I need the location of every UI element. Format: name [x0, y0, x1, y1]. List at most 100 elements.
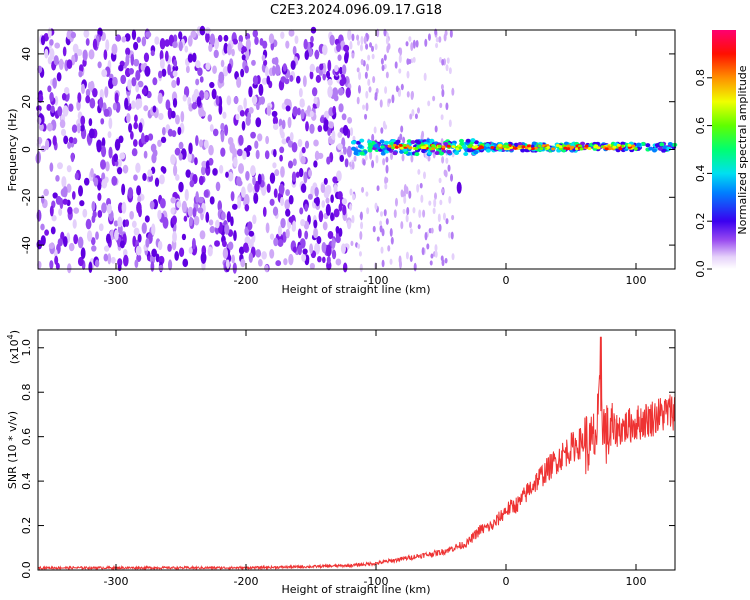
y-tick-label: 0.4	[20, 472, 33, 490]
spectrogram-cell	[241, 54, 246, 61]
spectrogram-cell	[309, 123, 315, 134]
spectrogram-cell	[120, 74, 127, 85]
spectrogram-cell	[58, 208, 63, 216]
spectrogram-cell	[107, 131, 112, 139]
y-tick-label: 0.8	[20, 383, 33, 401]
spectrogram-cell	[55, 195, 62, 205]
snr-x-ticks: -300 -200 -100 0 100	[104, 330, 647, 588]
spectrogram-cell	[79, 200, 85, 207]
spectrogram-cell	[253, 192, 259, 204]
spectrogram-cell	[130, 53, 135, 66]
spectrogram-cell	[274, 169, 280, 177]
spectrogram-cell	[315, 74, 322, 83]
spectrogram-cell	[593, 145, 598, 149]
spectrogram-cell	[196, 96, 202, 107]
x-tick-label: -300	[104, 274, 129, 287]
spectrogram-cell	[221, 240, 227, 248]
spectrogram-cell	[384, 86, 388, 94]
spectrogram-cell	[64, 87, 70, 95]
spectrogram-cell	[257, 133, 263, 142]
spectrogram-cell	[633, 147, 638, 151]
spectrogram-cell	[191, 103, 198, 110]
spectrogram-cell	[211, 88, 217, 100]
spectrogram-cell	[212, 65, 217, 75]
spectrogram-cell	[208, 43, 213, 52]
spectrogram-cell	[125, 47, 131, 56]
spectrogram-cell	[174, 147, 181, 156]
colorbar-tick-label: 0.0	[694, 260, 707, 278]
spectrogram-cell	[257, 173, 262, 185]
spectrogram-cell	[57, 106, 63, 117]
spectrogram-cell	[225, 259, 230, 269]
spectrogram-cell	[203, 91, 209, 100]
spectrogram-cell	[445, 157, 449, 164]
spectrogram-cell	[175, 174, 180, 181]
spectrogram-cell	[157, 240, 163, 251]
spectrogram-cell	[233, 230, 237, 242]
spectrogram-cell	[359, 211, 363, 221]
spectrogram-cell	[426, 243, 430, 250]
spectrogram-cell	[137, 233, 142, 243]
spectrogram-cell	[370, 45, 374, 52]
spectrogram-cell	[484, 143, 490, 148]
spectrogram-cell	[147, 169, 153, 177]
spectrogram-cell	[438, 56, 442, 63]
spectrogram-cell	[222, 111, 227, 119]
spectrogram-cell	[578, 144, 583, 148]
spectrogram-cell	[284, 98, 290, 106]
spectrogram-cell	[53, 55, 59, 66]
spectrogram-cell	[389, 258, 393, 265]
spectrogram-cell	[445, 218, 449, 225]
spectrogram-cell	[443, 33, 447, 42]
spectrogram-cell	[252, 29, 259, 38]
spectrogram-cell	[438, 151, 444, 156]
spectrogram-cell	[223, 42, 229, 54]
spectrogram-cell	[310, 35, 314, 43]
spectrogram-cell	[118, 135, 124, 144]
spectrogram-cell	[231, 254, 235, 264]
spectrogram-cell	[264, 150, 270, 160]
spectrogram-cell	[356, 67, 360, 73]
spectrogram-cell	[209, 124, 214, 132]
spectrogram-cell	[288, 195, 294, 205]
spectrogram-cell	[373, 143, 379, 148]
spectrogram-cell	[309, 63, 315, 73]
spectrogram-cell	[341, 64, 347, 75]
spectrogram-cell	[124, 33, 131, 42]
spectrogram-cell	[359, 151, 365, 156]
spectrogram-cell	[356, 96, 360, 105]
spectrogram-cell	[337, 54, 342, 61]
spectrogram-cell	[479, 145, 484, 149]
spectrogram-cell	[68, 136, 74, 144]
spectrogram-cell	[546, 145, 551, 149]
chart-title: C2E3.2024.096.09.17.G18	[270, 3, 442, 18]
spectrogram-cell	[50, 105, 55, 114]
spectrogram-cell	[88, 128, 95, 139]
spectrogram-cell	[232, 262, 237, 274]
spectrogram-cell	[470, 138, 476, 143]
spectrogram-cell	[127, 187, 134, 199]
spectrogram-cell	[317, 152, 324, 159]
spectrogram-cell	[285, 228, 290, 239]
spectrogram-cell	[193, 215, 200, 226]
spectrogram-cell	[197, 67, 203, 76]
spectrogram-cell	[117, 258, 123, 267]
spectrogram-cell	[441, 58, 445, 66]
spectrogram-cell	[44, 229, 49, 236]
spectrogram-cell	[351, 33, 355, 42]
spectrogram-cell	[321, 200, 326, 208]
spectrogram-cell	[322, 62, 327, 75]
spectrogram-cell	[413, 262, 417, 272]
spectrogram-cell	[89, 97, 96, 109]
spectrogram-cell	[49, 39, 54, 46]
spectrogram-cell	[618, 147, 623, 151]
spectrogram-cell	[225, 171, 229, 178]
spectrogram-cell	[320, 183, 326, 194]
colorbar-gradient	[712, 30, 736, 269]
spectrogram-cell	[449, 29, 453, 38]
spectrogram-cell	[441, 88, 445, 98]
spectrogram-cell	[77, 236, 84, 249]
spectrogram-cell	[390, 152, 394, 161]
spectrogram-cell	[551, 147, 556, 151]
